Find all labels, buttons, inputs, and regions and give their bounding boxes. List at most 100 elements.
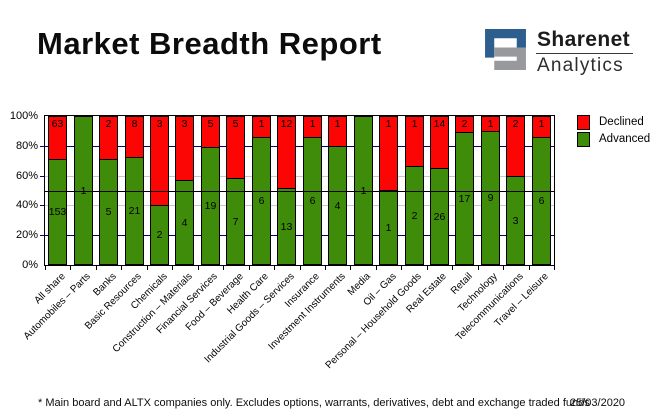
x-axis-tick: [121, 266, 122, 270]
x-axis-tick: [147, 266, 148, 270]
bar-declined-segment: [252, 116, 271, 137]
bar-advanced-value: 4: [334, 199, 341, 212]
bar-declined-value: 3: [156, 118, 163, 130]
bar-advanced-segment: [481, 131, 500, 265]
bar-advanced-value: 2: [411, 209, 418, 222]
bar-advanced-segment: [74, 116, 93, 265]
bar-declined-value: 5: [232, 118, 239, 130]
bar-declined-segment: [405, 116, 424, 166]
x-axis-tick: [503, 266, 504, 270]
bar-advanced-segment: [150, 205, 169, 265]
bar-advanced-segment: [226, 178, 245, 265]
bar-declined-segment: [430, 116, 449, 168]
plot-area: 63 153 1 2 5 8 21 3 2 3 4 5 19 5 7 1 6 12 13 1 6 1 4 1 1 1 1 2 14 26 2…: [44, 115, 555, 266]
bar-declined-value: 8: [131, 118, 138, 130]
gridline-major-20pct: [45, 235, 554, 236]
bar-advanced-value: 7: [232, 215, 239, 228]
bar-advanced-value: 153: [48, 206, 67, 218]
bar-advanced-value: 4: [181, 216, 188, 229]
bar-advanced-segment: [277, 188, 296, 265]
bar-advanced-value: 5: [105, 206, 112, 218]
y-axis-label: 40%: [15, 199, 38, 211]
footnote: * Main board and ALTX companies only. Ex…: [38, 397, 590, 409]
bar-declined-value: 63: [51, 118, 64, 130]
bar-declined-value: 5: [207, 118, 214, 130]
x-axis-tick: [45, 266, 46, 270]
x-axis-tick: [325, 266, 326, 270]
bar-advanced-value: 1: [360, 184, 367, 197]
logo-brand-name: Sharenet: [537, 28, 631, 51]
x-axis-tick: [452, 266, 453, 270]
bar-declined-value: 1: [309, 118, 316, 130]
y-axis-label: 100%: [9, 110, 38, 122]
bar-advanced-segment: [532, 137, 551, 265]
bar-declined-segment: [175, 116, 194, 180]
bar-declined-value: 1: [538, 118, 545, 130]
y-axis-tick: [40, 176, 44, 177]
bar-advanced-segment: [252, 137, 271, 265]
bar-advanced-segment: [201, 147, 220, 265]
bar-advanced-segment: [99, 159, 118, 265]
x-axis-tick: [478, 266, 479, 270]
bar-advanced-value: 6: [258, 195, 265, 207]
bar-advanced-segment: [506, 176, 525, 265]
bar-advanced-segment: [125, 157, 144, 265]
bar-declined-value: 1: [334, 118, 341, 130]
bar-advanced-value: 21: [128, 205, 141, 217]
x-axis-tick: [427, 266, 428, 270]
bar-advanced-value: 2: [156, 229, 163, 241]
bar-advanced-value: 1: [385, 221, 392, 234]
report-date: 25/03/2020: [570, 397, 626, 409]
legend-item-declined: Declined: [577, 115, 652, 131]
bar-declined-value: 14: [433, 118, 446, 130]
reference-line-50pct: [45, 191, 554, 192]
x-axis-tick: [300, 266, 301, 270]
y-axis-tick: [40, 146, 44, 147]
bar-advanced-segment: [379, 190, 398, 265]
bar-advanced-segment: [48, 159, 67, 265]
bar-declined-value: 2: [461, 118, 468, 130]
bar-declined-segment: [455, 116, 474, 132]
bar-advanced-value: 1: [80, 184, 87, 197]
x-axis-tick: [70, 266, 71, 270]
bar-declined-segment: [99, 116, 118, 159]
x-axis-tick: [96, 266, 97, 270]
y-axis-label: 60%: [15, 170, 38, 182]
bar-declined-value: 3: [181, 118, 188, 130]
bar-declined-segment: [506, 116, 525, 176]
page-title: Market Breadth Report: [37, 26, 382, 61]
logo-divider: [536, 53, 633, 54]
x-axis-tick: [376, 266, 377, 270]
bar-declined-segment: [150, 116, 169, 205]
bar-declined-segment: [125, 116, 144, 157]
y-axis-tick: [40, 235, 44, 236]
bar-declined-segment: [481, 116, 500, 131]
bar-advanced-value: 13: [280, 220, 293, 233]
gridline-minor-40pct: [45, 205, 554, 206]
sharenet-s-icon: [485, 29, 526, 70]
legend-swatch-declined: [577, 115, 590, 130]
bar-advanced-segment: [455, 132, 474, 265]
legend-swatch-advanced: [577, 132, 590, 147]
bar-advanced-value: 6: [309, 195, 316, 207]
bar-declined-value: 2: [105, 118, 112, 130]
bar-declined-value: 2: [512, 118, 519, 130]
y-axis-label: 0%: [22, 259, 38, 271]
x-axis-tick: [198, 266, 199, 270]
x-axis-tick: [172, 266, 173, 270]
bar-declined-value: 1: [258, 118, 265, 130]
bar-declined-segment: [226, 116, 245, 178]
bar-declined-value: 1: [411, 118, 418, 130]
gridline-minor-60pct: [45, 176, 554, 177]
gridline-major-80pct: [45, 146, 554, 147]
bar-declined-segment: [532, 116, 551, 137]
bar-declined-value: 1: [385, 118, 392, 130]
bar-advanced-segment: [430, 168, 449, 265]
x-axis-tick: [249, 266, 250, 270]
y-axis-label: 20%: [15, 229, 38, 241]
bar-advanced-value: 3: [512, 214, 519, 227]
x-axis-tick: [529, 266, 530, 270]
bar-advanced-segment: [303, 137, 322, 265]
bar-declined-segment: [328, 116, 347, 146]
